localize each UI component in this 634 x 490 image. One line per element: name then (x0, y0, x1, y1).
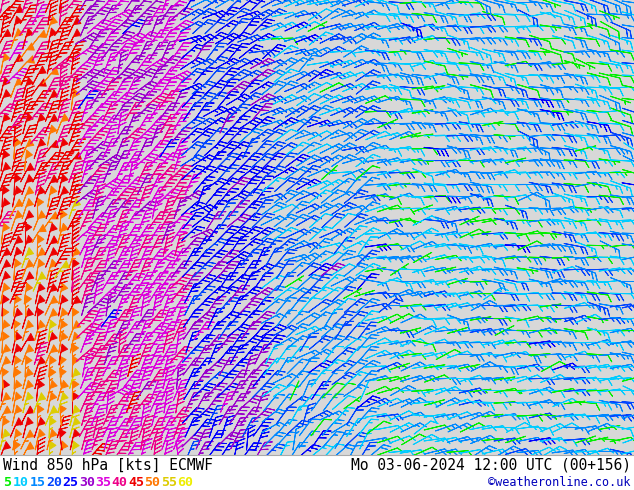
Text: ©weatheronline.co.uk: ©weatheronline.co.uk (489, 476, 631, 489)
Text: 45: 45 (128, 476, 144, 489)
Text: 15: 15 (30, 476, 46, 489)
Text: 10: 10 (13, 476, 29, 489)
Text: Wind 850 hPa [kts] ECMWF: Wind 850 hPa [kts] ECMWF (3, 457, 213, 472)
Text: 35: 35 (95, 476, 111, 489)
Text: 60: 60 (177, 476, 193, 489)
Text: Mo 03-06-2024 12:00 UTC (00+156): Mo 03-06-2024 12:00 UTC (00+156) (351, 457, 631, 472)
Text: 5: 5 (3, 476, 11, 489)
Text: 40: 40 (112, 476, 127, 489)
Text: 30: 30 (79, 476, 95, 489)
Text: 50: 50 (145, 476, 160, 489)
Text: 55: 55 (161, 476, 177, 489)
Bar (0, 455, 634, 490)
Text: 25: 25 (62, 476, 79, 489)
Text: 20: 20 (46, 476, 62, 489)
